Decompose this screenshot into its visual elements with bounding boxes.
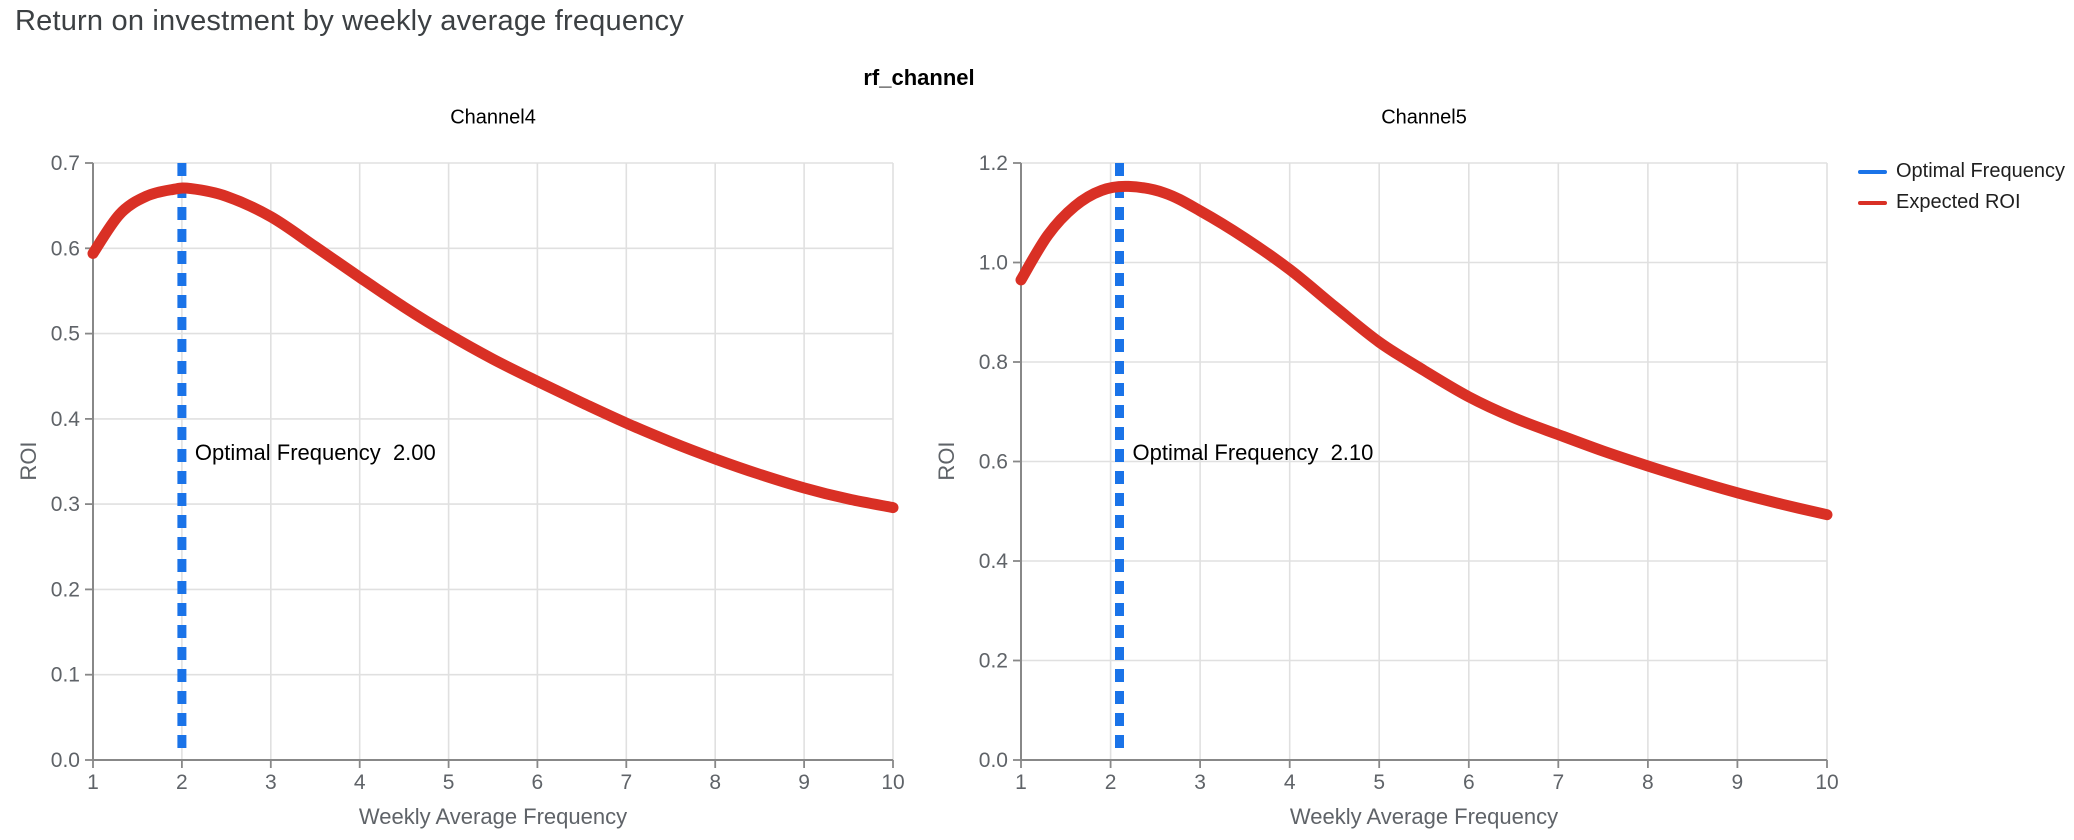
y-tick-label: 0.0: [51, 749, 80, 772]
expected-roi-curve: [87, 182, 899, 514]
y-tick-label: 0.1: [51, 664, 80, 687]
y-tick-label: 0.2: [979, 650, 1008, 673]
optimal-frequency-annotation-channel5: Optimal Frequency 2.10: [1132, 440, 1374, 465]
optimal-frequency-line-swatch-icon: [1858, 169, 1887, 174]
x-tick-label: 4: [1284, 771, 1296, 794]
x-tick-label: 10: [1815, 771, 1838, 794]
x-tick-label: 5: [443, 771, 455, 794]
facet-group-title: rf_channel: [863, 65, 975, 90]
legend-label: Expected ROI: [1896, 191, 2021, 213]
legend: Optimal Frequency Expected ROI: [1858, 160, 2065, 214]
x-tick-label: 3: [1194, 771, 1206, 794]
y-tick-label: 0.3: [51, 493, 80, 516]
x-tick-label: 2: [176, 771, 188, 794]
expected-roi-curve: [1015, 180, 1833, 521]
y-tick-label: 0.2: [51, 578, 80, 601]
x-tick-label: 1: [87, 771, 99, 794]
y-tick-label: 1.2: [979, 152, 1008, 175]
y-tick-label: 0.7: [51, 152, 80, 175]
x-tick-label: 3: [265, 771, 277, 794]
x-axis-title-channel4: Weekly Average Frequency: [358, 804, 628, 829]
x-tick-label: 6: [532, 771, 544, 794]
legend-item-optimal-frequency: Optimal Frequency: [1858, 160, 2065, 183]
y-tick-label: 0.4: [979, 550, 1009, 573]
x-axis-title-channel5: Weekly Average Frequency: [1289, 804, 1559, 829]
subplot-title-channel4: Channel4: [450, 106, 536, 129]
y-tick-label: 0.5: [51, 323, 80, 346]
legend-item-expected-roi: Expected ROI: [1858, 191, 2065, 214]
x-tick-label: 7: [1552, 771, 1564, 794]
x-tick-label: 7: [620, 771, 632, 794]
y-axis-title-channel5: ROI: [934, 441, 959, 481]
expected-roi-line-swatch-icon: [1858, 200, 1887, 205]
y-tick-label: 0.6: [51, 237, 80, 260]
x-tick-label: 8: [709, 771, 721, 794]
y-tick-label: 0.4: [51, 408, 81, 431]
x-tick-label: 9: [798, 771, 810, 794]
x-tick-label: 8: [1642, 771, 1654, 794]
x-tick-label: 4: [354, 771, 366, 794]
x-tick-label: 5: [1373, 771, 1385, 794]
y-axis-title-channel4: ROI: [16, 441, 41, 481]
x-tick-label: 1: [1015, 771, 1027, 794]
y-tick-label: 1.0: [979, 252, 1008, 275]
x-tick-label: 6: [1463, 771, 1475, 794]
optimal-frequency-annotation-channel4: Optimal Frequency 2.00: [194, 440, 436, 465]
x-tick-label: 10: [881, 771, 904, 794]
y-tick-label: 0.8: [979, 351, 1008, 374]
y-tick-label: 0.6: [979, 451, 1008, 474]
y-tick-label: 0.0: [979, 749, 1008, 772]
page-title: Return on investment by weekly average f…: [15, 5, 684, 37]
subplot-title-channel5: Channel5: [1381, 106, 1467, 129]
x-tick-label: 2: [1105, 771, 1117, 794]
x-tick-label: 9: [1732, 771, 1744, 794]
legend-label: Optimal Frequency: [1896, 160, 2065, 182]
